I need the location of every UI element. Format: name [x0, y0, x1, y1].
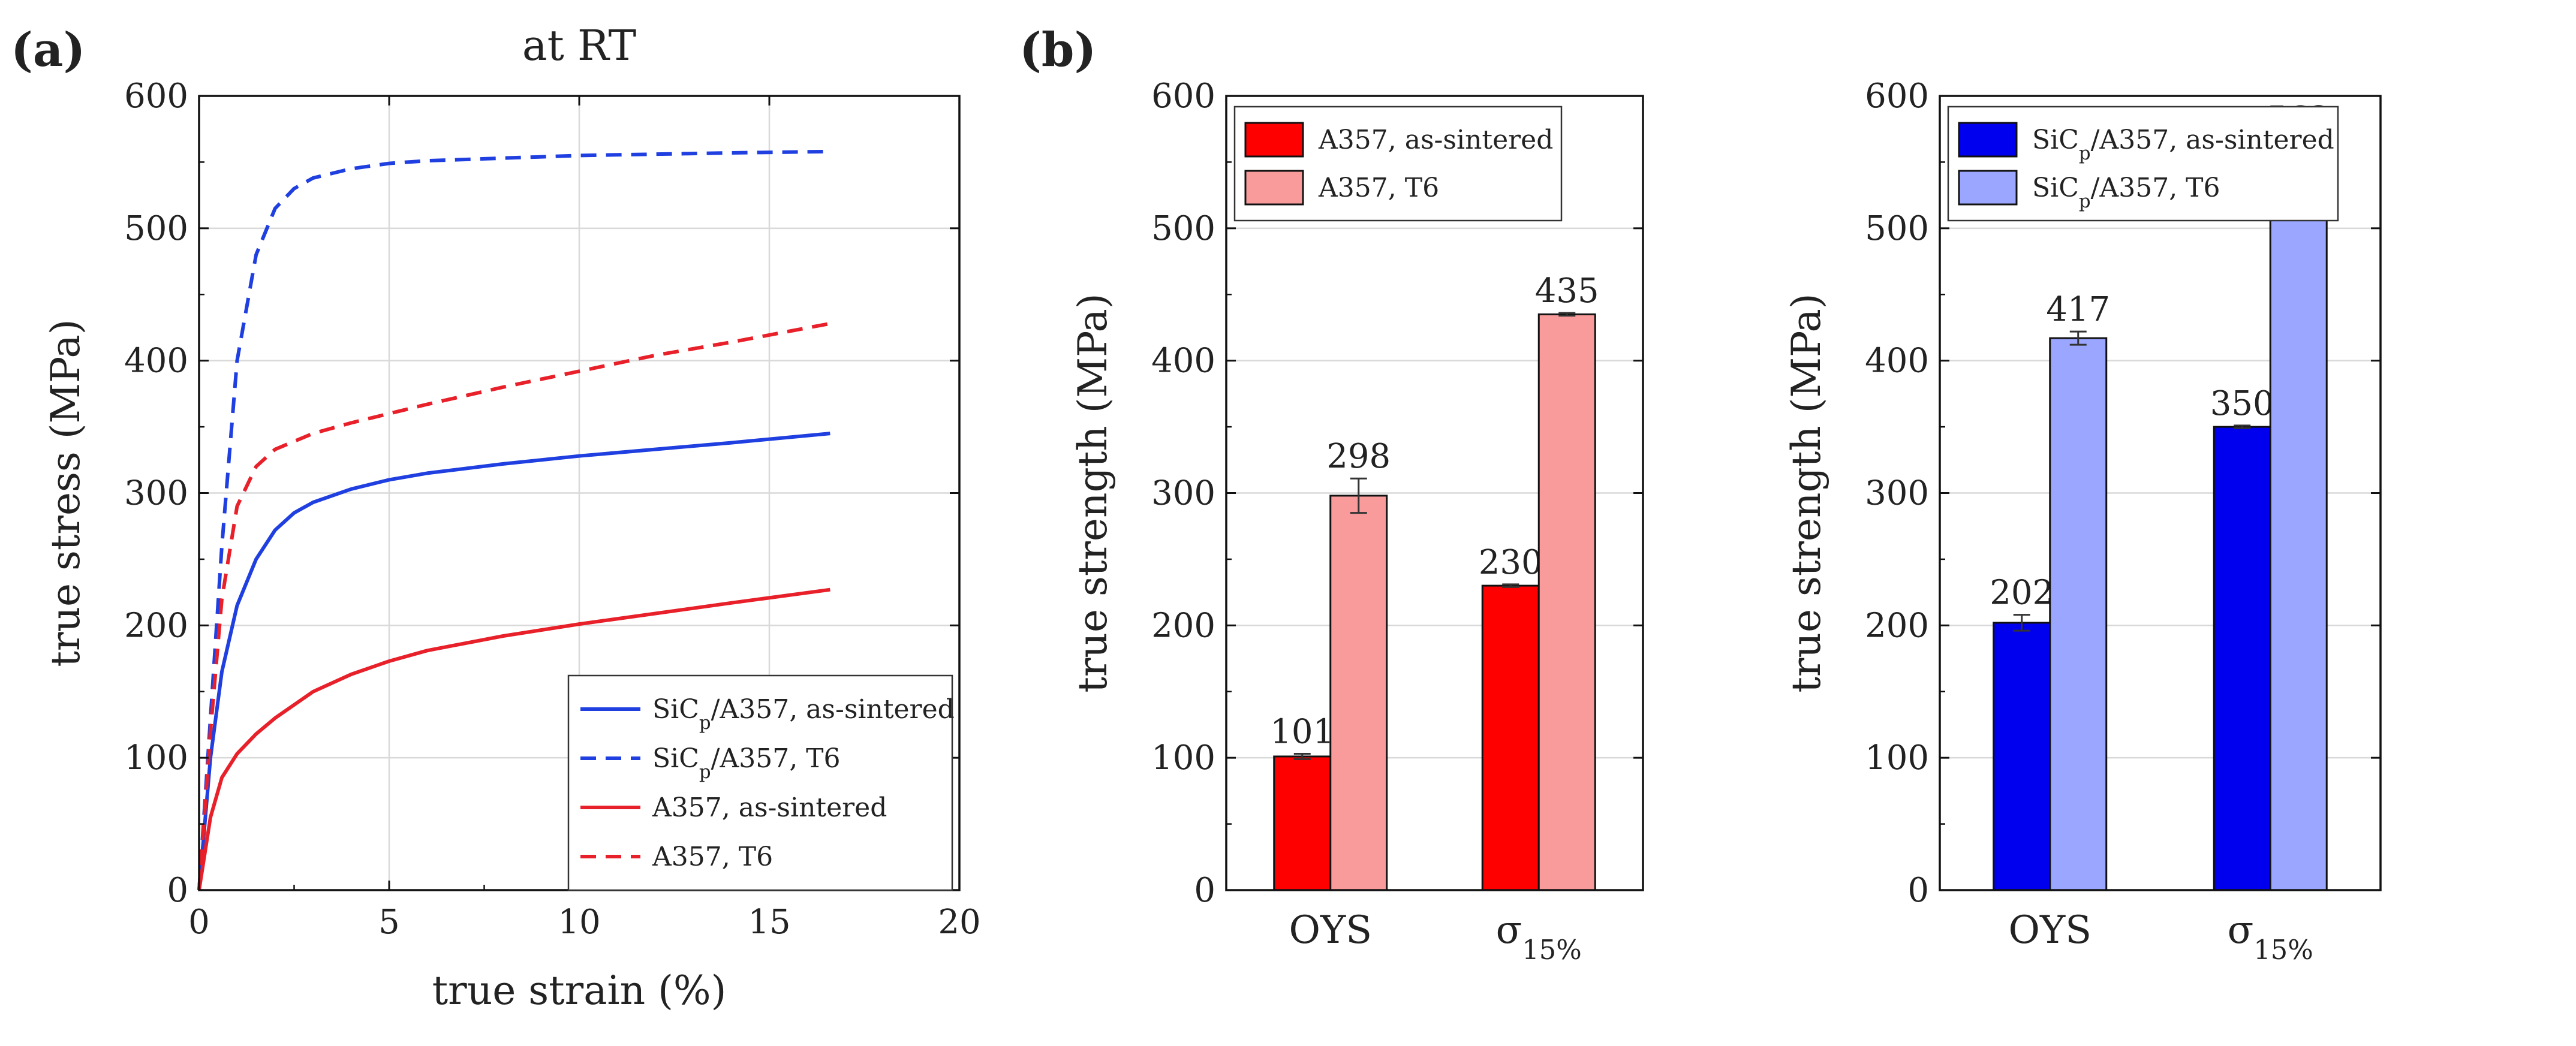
y-axis-label: true strength (MPa) [1783, 293, 1829, 692]
legend-entry: A357, T6 [652, 842, 773, 872]
bar [2049, 337, 2108, 891]
y-tick-label: 200 [1865, 606, 1929, 645]
legend-entry-sub: p [2079, 143, 2091, 164]
category-label-main: σ [2228, 908, 2254, 952]
data-label: 298 [1326, 437, 1391, 476]
line-chart-true-stress: 0 100 200 300 400 500 600 0 5 10 15 20 true strain (… [43, 21, 981, 1014]
series-line-1 [197, 149, 830, 891]
legend-entry-main: A357, as-sintered [652, 792, 887, 823]
panel-label-a: (a) [11, 23, 85, 77]
x-tick-label: 5 [378, 903, 400, 942]
legend-swatch [1244, 170, 1304, 206]
legend-swatch [1244, 122, 1304, 158]
panel-label-b: (b) [1019, 23, 1096, 77]
legend-entry-main: A357, as-sintered [1318, 125, 1553, 155]
legend-entry-main: SiC [652, 743, 699, 774]
series-line-2 [197, 587, 830, 891]
category-label-sub: 15% [1522, 934, 1582, 966]
legend-entry-sub: p [2079, 191, 2091, 212]
y-tick-label: 500 [124, 209, 188, 248]
category-label-main: OYS [1289, 908, 1372, 952]
bar [1993, 622, 2051, 891]
legend-entry-rest: /A357, T6 [2091, 173, 2220, 203]
legend-entry: SiCp/A357, as-sintered [652, 694, 955, 734]
y-tick-label: 100 [1865, 738, 1929, 777]
y-tick-label: 300 [1151, 474, 1215, 513]
legend-entry-main: A357, T6 [1318, 173, 1439, 203]
legend-entry-main: A357, T6 [652, 842, 773, 872]
y-tick-label: 0 [1907, 871, 1929, 910]
legend-entry: SiCp/A357, as-sintered [2032, 125, 2334, 164]
category-label: OYS [2008, 908, 2092, 952]
series-line-3 [197, 321, 830, 891]
legend-entry-rest: /A357, as-sintered [2091, 125, 2334, 155]
category-label-main: σ [1496, 908, 1522, 952]
x-tick-label: 15 [748, 903, 790, 942]
y-axis-label: true stress (MPa) [43, 319, 89, 667]
bar-chart-sicp-a357: 202417OYS350562σ15%0100200300400500600tr… [1783, 77, 2382, 966]
y-tick-label: 100 [124, 738, 188, 777]
legend-entry: SiCp/A357, T6 [2032, 173, 2220, 212]
y-tick-label: 500 [1151, 209, 1215, 248]
y-tick-label: 600 [124, 77, 188, 116]
y-tick-label: 0 [167, 871, 188, 910]
x-tick-label: 0 [188, 903, 210, 942]
y-tick-label: 200 [1151, 606, 1215, 645]
y-tick-label: 100 [1151, 738, 1215, 777]
y-tick-label: 500 [1865, 209, 1929, 248]
legend-entry-main: SiC [2032, 173, 2079, 203]
legend-entry-sub: p [699, 712, 711, 734]
y-tick-label: 0 [1194, 871, 1215, 910]
legend-entry-main: SiC [652, 694, 699, 725]
bar [1481, 584, 1540, 891]
data-label: 417 [2046, 290, 2110, 329]
data-label: 230 [1479, 543, 1543, 582]
y-tick-label: 400 [1865, 342, 1929, 381]
data-label: 435 [1535, 272, 1599, 311]
legend-entry: A357, T6 [1318, 173, 1439, 203]
legend-entry: A357, as-sintered [1318, 125, 1553, 155]
x-tick-label: 10 [558, 903, 600, 942]
bar [1329, 495, 1388, 891]
legend-swatch [1958, 122, 2018, 158]
legend-entry-rest: /A357, as-sintered [711, 694, 955, 725]
y-tick-label: 200 [124, 606, 188, 645]
category-label: σ15% [1496, 908, 1582, 966]
legend-entry: A357, as-sintered [652, 792, 887, 823]
legend-entry-sub: p [699, 761, 711, 783]
y-tick-label: 600 [1865, 77, 1929, 116]
data-label: 350 [2210, 384, 2274, 423]
legend-box [567, 674, 953, 891]
category-label: σ15% [2228, 908, 2313, 966]
bar-chart-a357: 101 298 OYS 230 435 σ15% 0 100 200 300 400 500 600 tr… [1070, 77, 1644, 966]
bar [2213, 426, 2271, 891]
bar [2269, 145, 2328, 891]
category-label-main: OYS [2008, 908, 2092, 952]
category-label-sub: 15% [2253, 934, 2313, 966]
data-label: 101 [1270, 713, 1334, 752]
legend-swatch [1958, 170, 2018, 206]
y-tick-label: 300 [1865, 474, 1929, 513]
y-axis-label: true strength (MPa) [1070, 293, 1116, 692]
y-tick-label: 300 [124, 474, 188, 513]
category-label: OYS [1289, 908, 1372, 952]
x-axis-label: true strain (%) [432, 967, 727, 1014]
chart-title: at RT [522, 21, 636, 70]
y-tick-label: 400 [1151, 342, 1215, 381]
legend-entry: SiCp/A357, T6 [652, 743, 841, 783]
bar [1273, 755, 1332, 891]
bar [1537, 313, 1596, 891]
series-line-0 [197, 432, 830, 891]
y-tick-label: 600 [1151, 77, 1215, 116]
legend-entry-main: SiC [2032, 125, 2079, 155]
x-tick-label: 20 [938, 903, 980, 942]
legend-entry-rest: /A357, T6 [711, 743, 841, 774]
y-tick-label: 400 [124, 342, 188, 381]
data-label: 202 [1990, 574, 2054, 613]
